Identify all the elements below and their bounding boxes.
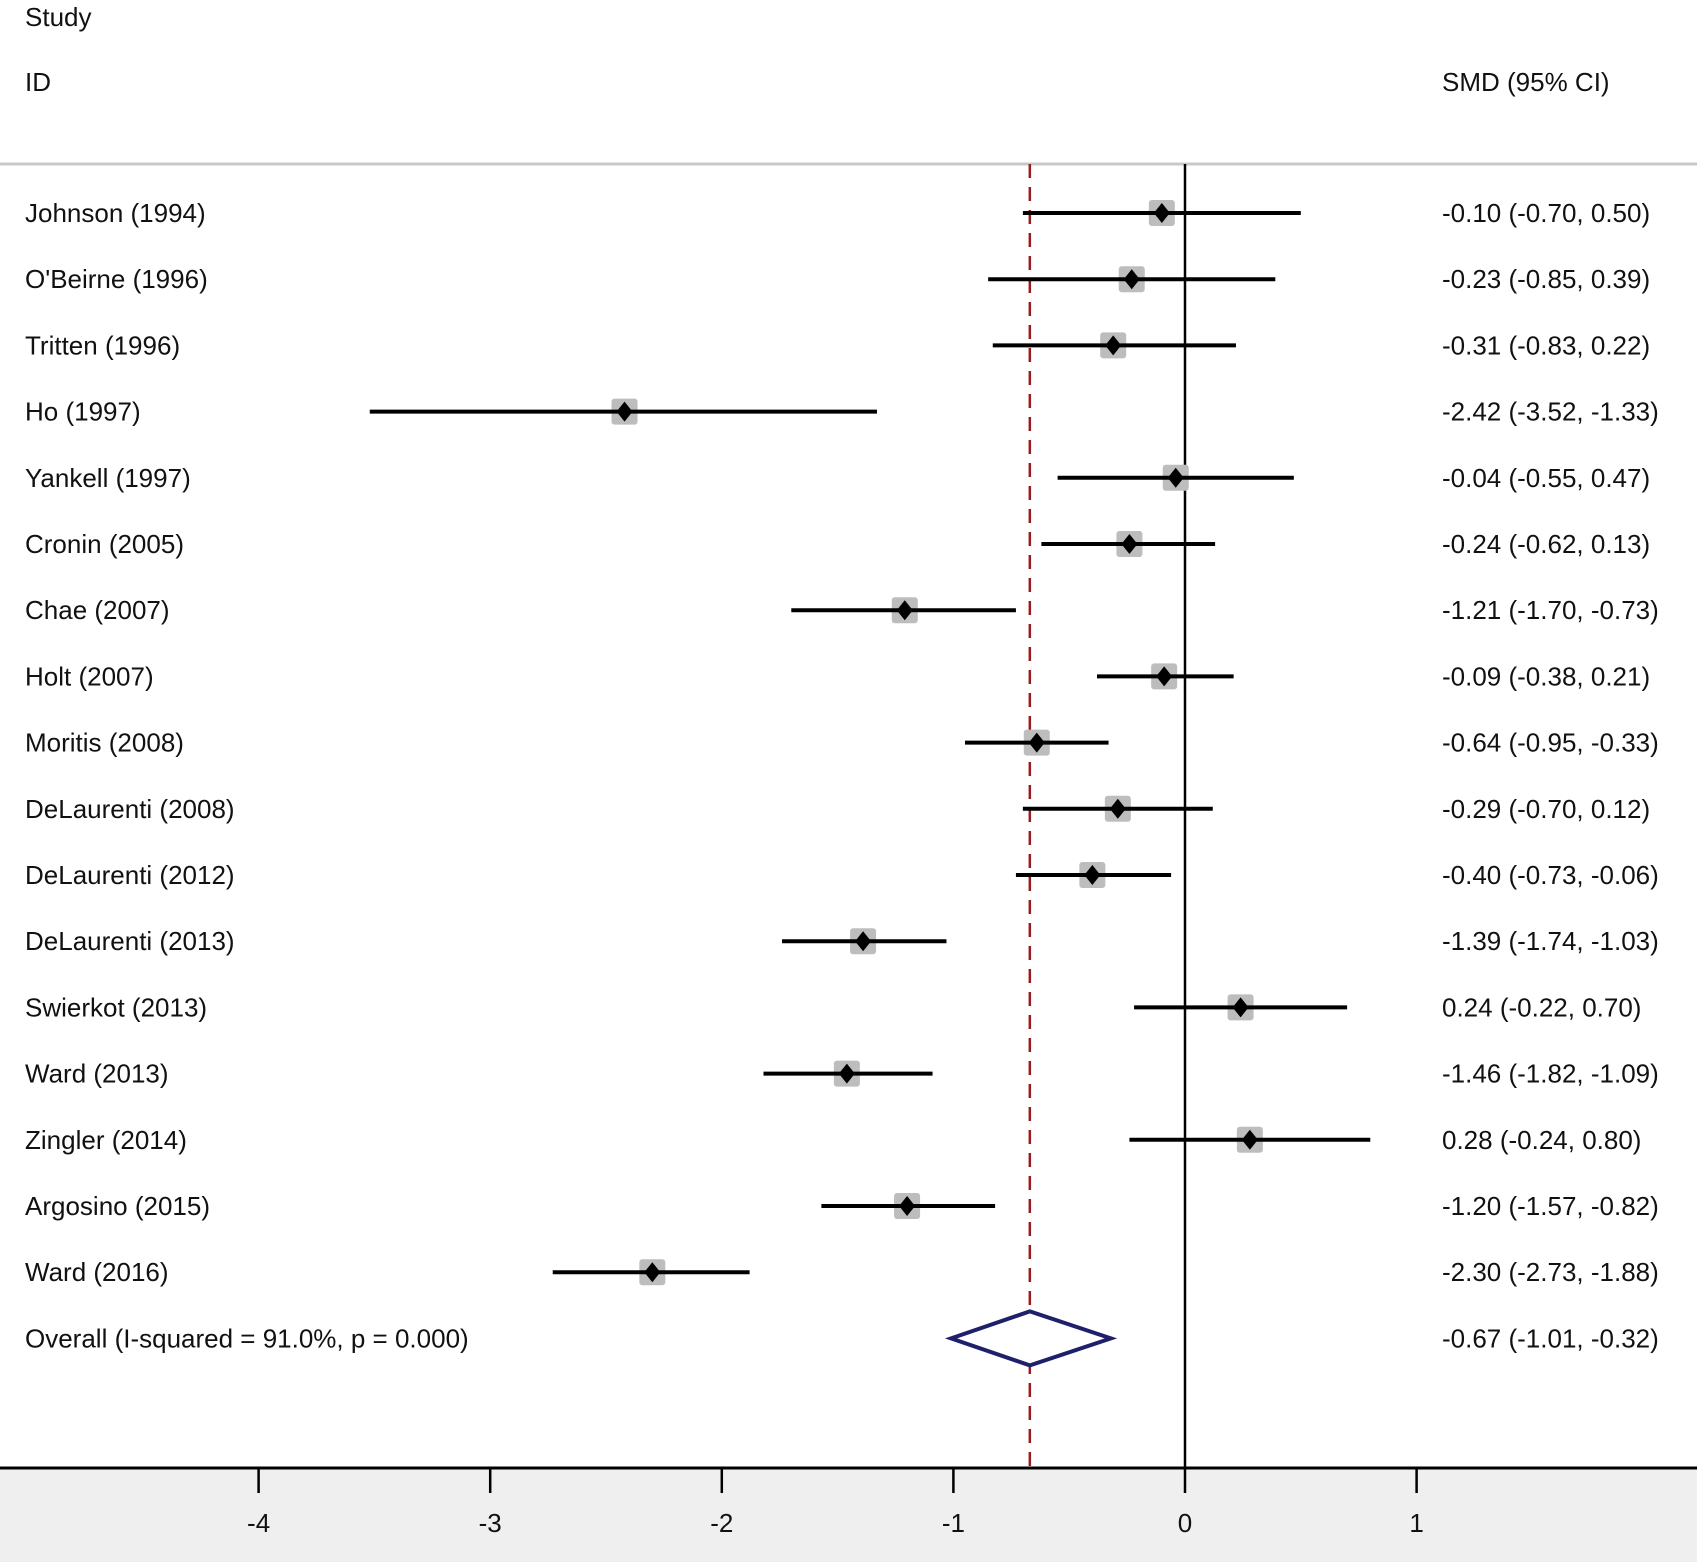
x-tick-label: -4 [247, 1508, 270, 1538]
overall-label: Overall (I-squared = 91.0%, p = 0.000) [25, 1323, 469, 1353]
study-label: Tritten (1996) [25, 330, 180, 360]
study-effect-text: -0.31 (-0.83, 0.22) [1442, 330, 1650, 360]
study-point-marker [1241, 1129, 1258, 1150]
study-point-marker [1028, 732, 1045, 753]
study-effect-text: -1.21 (-1.70, -0.73) [1442, 595, 1659, 625]
header-effect: SMD (95% CI) [1442, 67, 1610, 97]
study-label: Zingler (2014) [25, 1125, 187, 1155]
study-effect-text: -0.04 (-0.55, 0.47) [1442, 463, 1650, 493]
study-effect-text: -1.39 (-1.74, -1.03) [1442, 926, 1659, 956]
study-effect-text: -2.42 (-3.52, -1.33) [1442, 397, 1659, 427]
study-label: Argosino (2015) [25, 1191, 210, 1221]
study-point-marker [644, 1262, 661, 1283]
study-label: Ward (2013) [25, 1059, 169, 1089]
study-point-marker [1084, 865, 1101, 885]
overall-effect-text: -0.67 (-1.01, -0.32) [1442, 1323, 1659, 1353]
study-label: Cronin (2005) [25, 529, 184, 559]
overall-diamond [944, 1309, 1118, 1368]
study-effect-text: -0.40 (-0.73, -0.06) [1442, 860, 1659, 890]
study-point-marker [855, 931, 872, 952]
study-effect-text: -2.30 (-2.73, -1.88) [1442, 1257, 1659, 1287]
study-effect-text: -0.10 (-0.70, 0.50) [1442, 198, 1650, 228]
study-point-marker [1153, 203, 1170, 223]
study-point-marker [1109, 798, 1126, 819]
study-label: Yankell (1997) [25, 463, 191, 493]
study-point-marker [1156, 666, 1173, 687]
study-point-marker [1232, 997, 1249, 1018]
study-effect-text: 0.28 (-0.24, 0.80) [1442, 1125, 1641, 1155]
study-point-marker [896, 600, 913, 621]
study-point-marker [1105, 335, 1122, 356]
study-label: Johnson (1994) [25, 198, 206, 228]
study-effect-text: -0.64 (-0.95, -0.33) [1442, 728, 1659, 758]
study-effect-text: -1.20 (-1.57, -0.82) [1442, 1191, 1659, 1221]
study-point-marker [1121, 534, 1138, 554]
study-effect-text: -0.24 (-0.62, 0.13) [1442, 529, 1650, 559]
study-effect-text: -0.09 (-0.38, 0.21) [1442, 661, 1650, 691]
study-point-marker [1123, 269, 1140, 290]
study-label: DeLaurenti (2008) [25, 794, 235, 824]
study-label: Ho (1997) [25, 397, 141, 427]
study-effect-text: -0.23 (-0.85, 0.39) [1442, 264, 1650, 294]
study-point-marker [1167, 467, 1184, 488]
study-label: Holt (2007) [25, 661, 154, 691]
study-label: Chae (2007) [25, 595, 170, 625]
study-effect-text: -0.29 (-0.70, 0.12) [1442, 794, 1650, 824]
x-tick-label: 1 [1409, 1508, 1423, 1538]
study-point-marker [838, 1063, 855, 1084]
study-label: Ward (2016) [25, 1257, 169, 1287]
study-label: DeLaurenti (2012) [25, 860, 235, 890]
header-id: ID [25, 67, 51, 97]
study-effect-text: 0.24 (-0.22, 0.70) [1442, 992, 1641, 1022]
x-tick-label: -1 [942, 1508, 965, 1538]
study-point-marker [899, 1196, 916, 1216]
study-effect-text: -1.46 (-1.82, -1.09) [1442, 1059, 1659, 1089]
x-tick-label: -2 [710, 1508, 733, 1538]
study-label: DeLaurenti (2013) [25, 926, 235, 956]
header-study: Study [25, 2, 92, 32]
study-label: O'Beirne (1996) [25, 264, 208, 294]
study-label: Swierkot (2013) [25, 992, 207, 1022]
x-tick-label: 0 [1178, 1508, 1192, 1538]
x-tick-label: -3 [479, 1508, 502, 1538]
study-label: Moritis (2008) [25, 728, 184, 758]
study-point-marker [616, 401, 633, 422]
axis-band [0, 1468, 1697, 1562]
